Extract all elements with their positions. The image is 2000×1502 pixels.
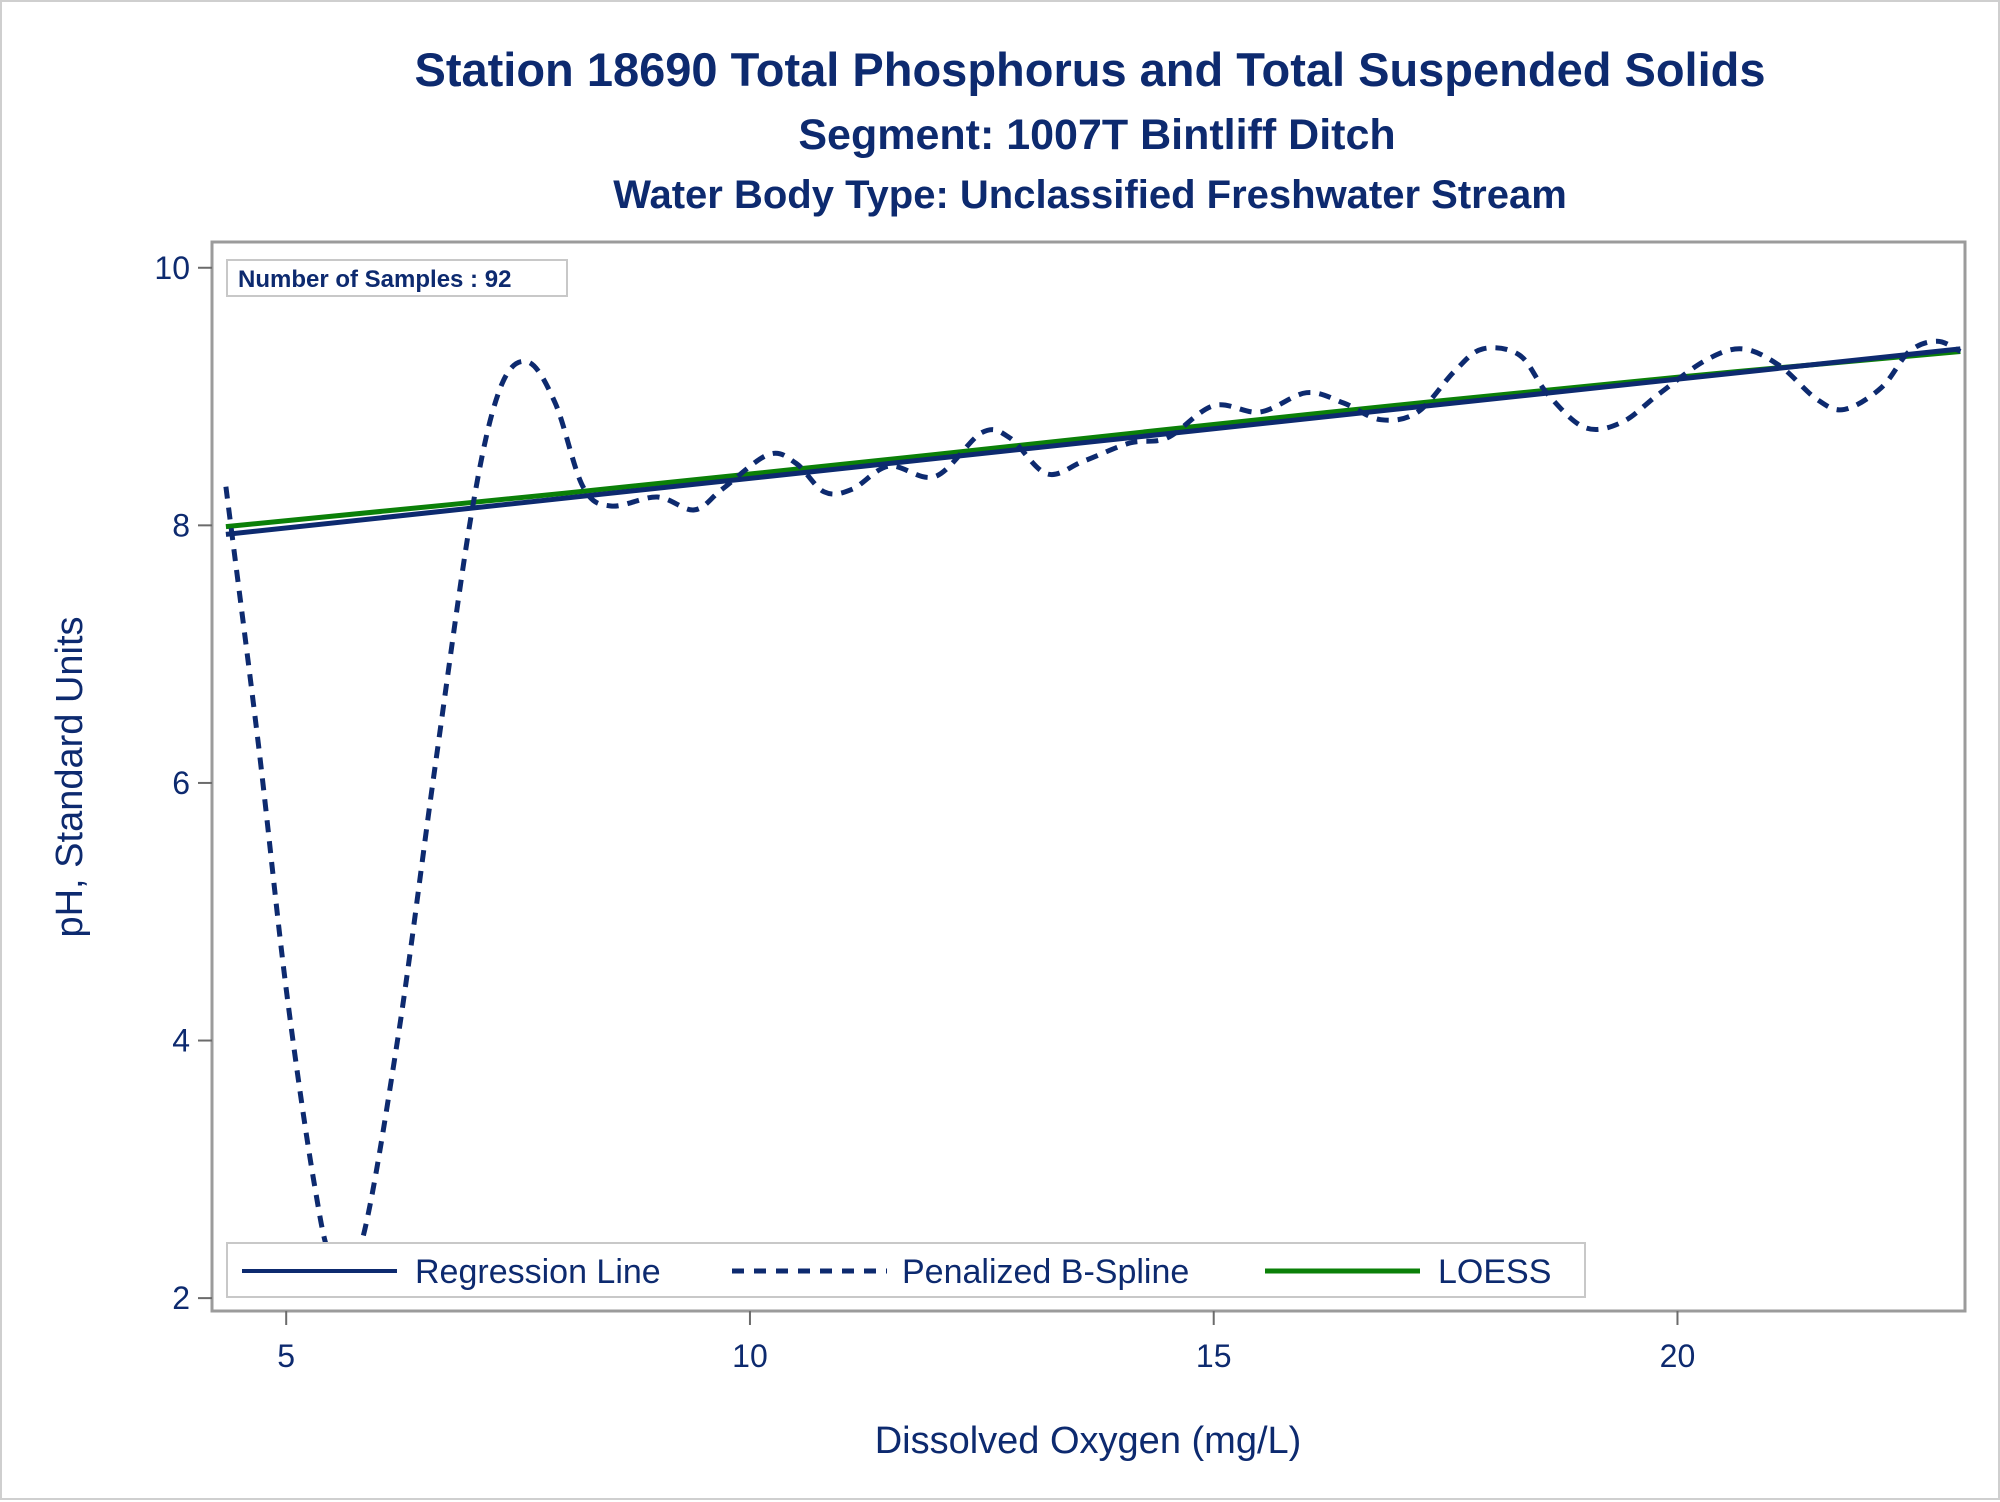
legend: Regression Line Penalized B-Spline LOESS xyxy=(226,1242,1586,1298)
y-axis: 2 4 6 8 10 xyxy=(154,250,212,1316)
legend-label-regression: Regression Line xyxy=(415,1253,661,1291)
plot-area xyxy=(210,240,1967,1313)
y-axis-label: pH, Standard Units xyxy=(49,616,91,937)
penalized-b-spline xyxy=(223,338,1962,1274)
regression-line xyxy=(225,346,1961,537)
x-axis: 5 10 15 20 xyxy=(277,1311,1695,1374)
y-tick-label: 10 xyxy=(154,250,190,286)
chart-subtitle: Segment: 1007T Bintliff Ditch xyxy=(798,111,1395,159)
sample-count-box xyxy=(226,259,568,297)
legend-label-loess: LOESS xyxy=(1438,1253,1551,1291)
x-axis-label: Dissolved Oxygen (mg/L) xyxy=(875,1420,1302,1462)
x-tick-label: 15 xyxy=(1196,1338,1232,1374)
chart-title: Station 18690 Total Phosphorus and Total… xyxy=(415,43,1766,96)
y-tick-label: 8 xyxy=(172,507,190,543)
x-tick-label: 20 xyxy=(1660,1338,1696,1374)
sample-count-label: Number of Samples : 92 xyxy=(238,266,511,293)
x-tick-label: 5 xyxy=(277,1338,295,1374)
legend-label-spline: Penalized B-Spline xyxy=(902,1253,1189,1291)
y-tick-label: 2 xyxy=(172,1280,190,1316)
y-tick-label: 4 xyxy=(172,1023,190,1059)
series-layer xyxy=(223,338,1962,1274)
y-tick-label: 6 xyxy=(172,765,190,801)
x-tick-label: 10 xyxy=(732,1338,768,1374)
chart-subtitle-2: Water Body Type: Unclassified Freshwater… xyxy=(613,173,1567,217)
